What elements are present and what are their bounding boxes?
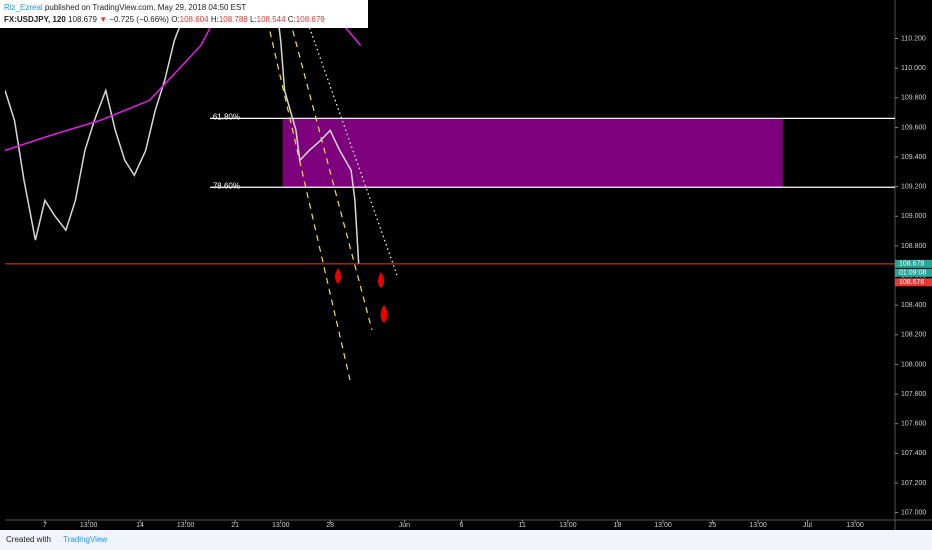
fib-zone: [282, 118, 783, 188]
chart: 107.000 107.200 107.400 107.600 107.800 108.0…: [0, 0, 932, 530]
ohlc-value: 108.544: [256, 15, 286, 24]
chart-background: [0, 0, 932, 530]
x-tick-label: 13:00: [80, 522, 98, 529]
x-tick-label: 25: [709, 522, 717, 529]
x-tick-label: 13:00: [654, 522, 672, 529]
current-price-label: 108.679: [899, 261, 924, 268]
ohlc-label: L:: [249, 15, 257, 24]
published: published on TradingView.com, May 29, 20…: [44, 3, 247, 12]
ohlc-label: O:: [171, 15, 180, 24]
bid-label: 108.676: [899, 279, 924, 286]
x-tick-label: 13:00: [272, 522, 290, 529]
y-tick-label: 109.600: [901, 124, 926, 131]
y-tick-label: 109.800: [901, 95, 926, 102]
symbol: FX:USDJPY, 120: [4, 15, 66, 24]
x-tick-label: 7: [43, 522, 47, 529]
fib-label: 61.80%: [213, 112, 240, 121]
ohlc-value: 108.788: [218, 15, 248, 24]
fib-label: 78.60%: [213, 181, 240, 190]
y-tick-label: 107.600: [901, 421, 926, 428]
plot: [5, 0, 895, 265]
y-tick-label: 107.800: [901, 391, 926, 398]
trend-line: [264, 9, 351, 381]
x-tick-label: 21: [231, 522, 239, 529]
change: −0.725 (−0.66%): [109, 15, 169, 24]
x-tick-label: 13:00: [177, 522, 195, 529]
ohlc-value: 108.679: [295, 15, 325, 24]
ohlc-label: C:: [287, 15, 296, 24]
trend-line: [289, 19, 373, 331]
x-tick-label: 28: [326, 522, 334, 529]
x-tick-label: 13:00: [749, 522, 767, 529]
brand-logo[interactable]: TradingView: [63, 535, 108, 544]
drop-icon: [380, 305, 388, 323]
x-tick-label: 14: [136, 522, 144, 529]
trend-drawings: [264, 9, 399, 381]
y-tick-label: 107.200: [901, 480, 926, 487]
y-tick-label: 110.000: [901, 65, 926, 72]
header: Riz_Ezreal published on TradingView.com,…: [0, 0, 368, 28]
x-tick-label: Jul: [803, 522, 812, 529]
y-tick-label: 109.000: [901, 213, 926, 220]
created-with: Created with: [6, 535, 51, 544]
bid-label-box: [895, 278, 932, 287]
y-tick-label: 107.000: [901, 509, 926, 516]
arrow: ▼: [99, 15, 108, 24]
x-tick-label: 11: [519, 522, 526, 529]
y-tick-label: 108.400: [901, 302, 926, 309]
y-tick-label: 108.000: [901, 361, 926, 368]
x-tick-label: 13:00: [846, 522, 864, 529]
y-tick-label: 107.400: [901, 450, 926, 457]
author[interactable]: Riz_Ezreal: [4, 3, 43, 12]
ohlc-label: H:: [210, 15, 219, 24]
x-tick-label: Jun: [399, 522, 410, 529]
trend-line: [304, 14, 399, 279]
footer: Created with TradingView: [0, 530, 932, 550]
current-price-label-box: [895, 259, 932, 268]
countdown-label-box: [895, 268, 932, 277]
ohlc-value: 108.604: [179, 15, 209, 24]
symbol-line: FX:USDJPY, 120 108.679 ▼ −0.725 (−0.66%)…: [4, 14, 364, 26]
x-tick-label: 13:00: [559, 522, 577, 529]
y-tick-label: 109.200: [901, 184, 926, 191]
y-tick-label: 110.200: [901, 35, 926, 42]
countdown-label: 01:09:08: [899, 270, 926, 277]
y-tick-label: 108.200: [901, 332, 926, 339]
drop-icon: [378, 272, 384, 288]
last-price: 108.679: [68, 15, 97, 24]
x-tick-label: 6: [459, 522, 463, 529]
drop-icon: [335, 268, 341, 284]
y-tick-label: 109.400: [901, 154, 926, 161]
y-tick-label: 108.800: [901, 243, 926, 250]
publish-line: Riz_Ezreal published on TradingView.com,…: [4, 2, 364, 14]
x-tick-label: 18: [613, 522, 621, 529]
